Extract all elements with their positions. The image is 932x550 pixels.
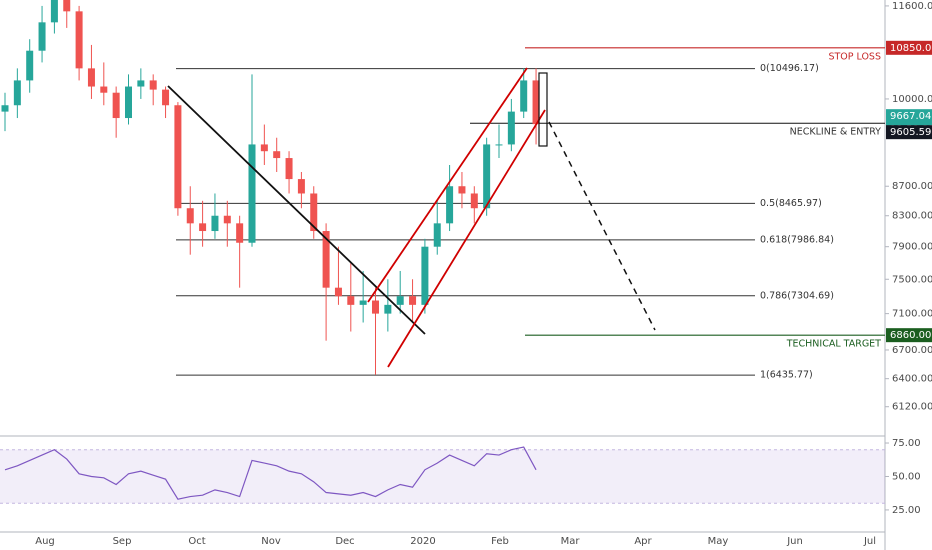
neckline-label: NECKLINE & ENTRY: [790, 127, 882, 138]
candle-body: [1, 105, 9, 112]
x-tick-label: Jun: [786, 536, 803, 547]
candle-body: [483, 144, 491, 209]
candle-body: [297, 179, 305, 194]
rsi-line: [4, 446, 537, 500]
price-box: [886, 125, 932, 140]
downtrend-line: [167, 85, 426, 335]
x-tick-label: 2020: [410, 536, 435, 547]
candle-body: [112, 92, 120, 119]
candle-body: [236, 223, 244, 243]
x-tick-label: May: [708, 536, 729, 547]
candle-body: [162, 89, 170, 106]
highlight-box: [538, 72, 548, 147]
candle-body: [26, 50, 34, 81]
candle-body: [149, 80, 157, 90]
x-tick-label: Aug: [35, 536, 55, 547]
stop-loss-price-box: [886, 40, 932, 55]
y-tick-label: 11600.00: [892, 1, 932, 12]
y-tick-label: 6700.00: [892, 345, 932, 356]
channel-lower: [387, 109, 546, 368]
candle-body: [433, 223, 441, 247]
x-tick-label: Mar: [561, 536, 581, 547]
candle-body: [211, 215, 219, 232]
projection-line: [548, 121, 656, 331]
y-tick-label: 7500.00: [892, 274, 932, 285]
candle-body: [396, 296, 404, 305]
candle-body: [495, 144, 503, 146]
candle-body: [87, 68, 95, 87]
y-tick-label: 10000.00: [892, 94, 932, 105]
candle-body: [50, 0, 58, 23]
candle-body: [199, 223, 207, 232]
target-price-label: 6860.00: [890, 330, 931, 341]
x-tick-label: Feb: [491, 536, 509, 547]
y-tick-label: 6120.00: [892, 402, 932, 413]
price-box-label: 9605.59: [890, 127, 931, 138]
candle-body: [38, 22, 46, 51]
candle-body: [520, 80, 528, 112]
rsi-band: [0, 449, 885, 504]
candle-body: [359, 300, 367, 305]
candle-body: [13, 80, 21, 106]
x-tick-label: Sep: [113, 536, 132, 547]
candle-body: [75, 11, 83, 69]
y-tick-label: 8300.00: [892, 211, 932, 222]
stop-loss-label: STOP LOSS: [828, 51, 881, 62]
candle-body: [63, 0, 71, 12]
x-tick-label: Dec: [335, 536, 354, 547]
y-tick-label: 50.00: [892, 471, 921, 482]
stop-loss-price-label: 10850.00: [890, 43, 932, 54]
fib-label: 1(6435.77): [760, 370, 813, 381]
fib-label: 0.786(7304.69): [760, 290, 834, 301]
candle-body: [137, 80, 145, 87]
target-price-box: [886, 328, 932, 343]
candle-body: [409, 296, 417, 305]
candle-body: [223, 215, 231, 224]
candle-body: [334, 287, 342, 297]
candle-body: [125, 86, 132, 119]
fib-label: 0(10496.17): [760, 63, 819, 74]
x-tick-label: Nov: [261, 536, 281, 547]
candle-body: [458, 186, 466, 194]
candle-body: [285, 158, 293, 180]
fib-label: 0.618(7986.84): [760, 234, 834, 245]
candle-body: [186, 208, 194, 224]
candle-body: [260, 144, 268, 152]
candle-body: [532, 80, 540, 125]
fib-label: 0.5(8465.97): [760, 198, 822, 209]
candle-body: [322, 231, 330, 288]
candle-body: [310, 193, 318, 232]
candle-body: [273, 151, 281, 159]
channel-upper: [367, 67, 528, 303]
x-tick-label: Jul: [863, 536, 876, 547]
y-tick-label: 7900.00: [892, 242, 932, 253]
target-label: TECHNICAL TARGET: [786, 339, 881, 350]
candle-body: [100, 86, 108, 93]
candle-body: [507, 111, 515, 145]
y-tick-label: 75.00: [892, 438, 921, 449]
y-tick-label: 8700.00: [892, 181, 932, 192]
candle-body: [446, 186, 454, 224]
candle-body: [347, 296, 355, 305]
candle-body: [248, 144, 256, 243]
candle-body: [174, 105, 182, 209]
y-tick-label: 25.00: [892, 505, 921, 516]
x-tick-label: Apr: [634, 536, 652, 547]
candle-body: [372, 300, 379, 314]
candle-body: [421, 246, 429, 305]
y-tick-label: 7100.00: [892, 309, 932, 320]
candle-body: [470, 193, 478, 209]
x-tick-label: Oct: [188, 536, 205, 547]
y-tick-label: 6400.00: [892, 374, 932, 385]
price-box-label: 9667.04: [890, 111, 931, 122]
candle-body: [384, 304, 392, 314]
